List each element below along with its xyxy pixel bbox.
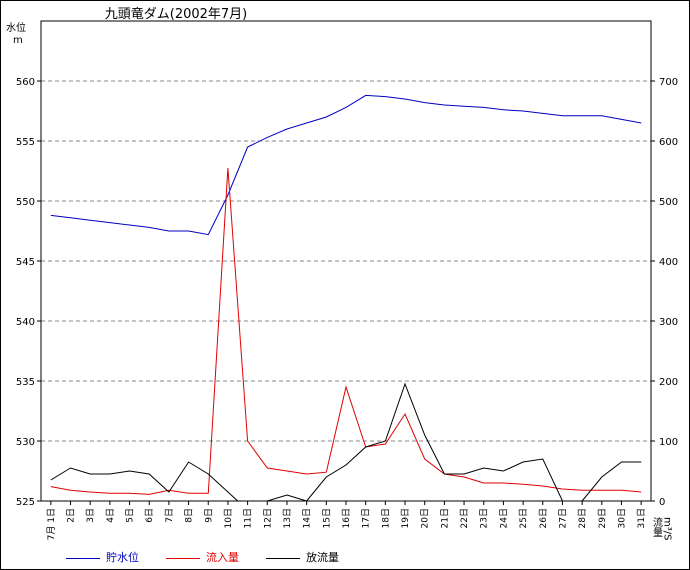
x-tick-label: 3日 bbox=[85, 508, 96, 523]
x-tick-label: 19日 bbox=[400, 508, 411, 528]
x-tick-label: 22日 bbox=[459, 508, 470, 528]
right-tick-label: 700 bbox=[659, 77, 678, 88]
x-tick-label: 20日 bbox=[420, 508, 431, 528]
x-tick-label: 27日 bbox=[557, 508, 568, 528]
x-tick-label: 12日 bbox=[262, 508, 273, 528]
right-axis-title: 流量 bbox=[651, 516, 663, 537]
x-tick-label: 4日 bbox=[105, 508, 116, 523]
left-tick-label: 550 bbox=[16, 197, 35, 208]
x-tick-label: 29日 bbox=[597, 508, 608, 528]
legend-swatch-inflow bbox=[166, 557, 200, 559]
x-tick-label: 30日 bbox=[616, 508, 627, 528]
legend-item-outflow: 放流量 bbox=[266, 549, 339, 565]
legend-label-inflow: 流入量 bbox=[206, 551, 239, 564]
left-tick-label: 530 bbox=[16, 437, 35, 448]
x-tick-label: 8日 bbox=[184, 508, 195, 523]
series-lines bbox=[50, 94, 642, 502]
left-axis-ticks: 525 530 535 540 545 550 555 560 bbox=[16, 77, 41, 508]
x-tick-label: 23日 bbox=[479, 508, 490, 528]
right-tick-label: 0 bbox=[659, 497, 665, 508]
x-tick-label: 7日 bbox=[164, 508, 175, 523]
x-tick-label: 31日 bbox=[636, 508, 647, 528]
right-tick-label: 400 bbox=[659, 257, 678, 268]
chart-title: 九頭竜ダム(2002年7月) bbox=[104, 7, 248, 22]
x-tick-label: 14日 bbox=[302, 508, 313, 528]
x-tick-label: 5日 bbox=[125, 508, 136, 523]
right-axis-ticks: 0 100 200 300 400 500 600 700 bbox=[651, 77, 678, 508]
legend-item-inflow: 流入量 bbox=[166, 549, 239, 565]
x-tick-label: 26日 bbox=[538, 508, 549, 528]
legend-swatch-outflow bbox=[266, 557, 300, 559]
left-axis-unit: m bbox=[13, 35, 23, 46]
left-tick-label: 545 bbox=[16, 257, 35, 268]
x-tick-label: 9日 bbox=[203, 508, 214, 523]
left-axis-title: 水位 bbox=[6, 21, 26, 34]
left-tick-label: 555 bbox=[16, 137, 35, 148]
series-line-1 bbox=[50, 167, 642, 495]
x-tick-label: 15日 bbox=[321, 508, 332, 528]
x-tick-label: 18日 bbox=[380, 508, 391, 528]
legend-item-water-level: 貯水位 bbox=[66, 549, 139, 565]
x-tick-label: 24日 bbox=[498, 508, 509, 528]
x-axis-ticks: 7月 1日 2日 3日 4日 5日 6日 7日 8日 9日 10日 11日 12日 13日 14日 15日 1… bbox=[46, 501, 647, 540]
legend-label-water-level: 貯水位 bbox=[106, 551, 139, 564]
left-tick-label: 540 bbox=[16, 317, 35, 328]
right-tick-label: 100 bbox=[659, 437, 678, 448]
x-tick-label: 21日 bbox=[439, 508, 450, 528]
x-tick-label: 28日 bbox=[577, 508, 588, 528]
left-tick-label: 560 bbox=[16, 77, 35, 88]
right-axis-unit: m³/S bbox=[662, 517, 673, 540]
x-tick-label: 16日 bbox=[341, 508, 352, 528]
right-tick-label: 300 bbox=[659, 317, 678, 328]
legend-swatch-water-level bbox=[66, 557, 100, 559]
left-tick-label: 525 bbox=[16, 497, 35, 508]
series-line-0 bbox=[50, 94, 642, 236]
right-tick-label: 600 bbox=[659, 137, 678, 148]
left-tick-label: 535 bbox=[16, 377, 35, 388]
x-tick-label: 6日 bbox=[144, 508, 155, 523]
x-tick-label: 17日 bbox=[361, 508, 372, 528]
x-tick-label: 13日 bbox=[282, 508, 293, 528]
x-tick-label: 25日 bbox=[518, 508, 529, 528]
x-tick-label: 7月 1日 bbox=[46, 508, 57, 540]
x-tick-label: 10日 bbox=[223, 508, 234, 528]
x-tick-label: 2日 bbox=[66, 508, 77, 523]
right-tick-label: 200 bbox=[659, 377, 678, 388]
right-tick-label: 500 bbox=[659, 197, 678, 208]
series-line-2 bbox=[50, 382, 642, 502]
legend-label-outflow: 放流量 bbox=[306, 551, 339, 564]
grid-lines bbox=[41, 80, 651, 442]
x-tick-label: 11日 bbox=[243, 508, 254, 528]
